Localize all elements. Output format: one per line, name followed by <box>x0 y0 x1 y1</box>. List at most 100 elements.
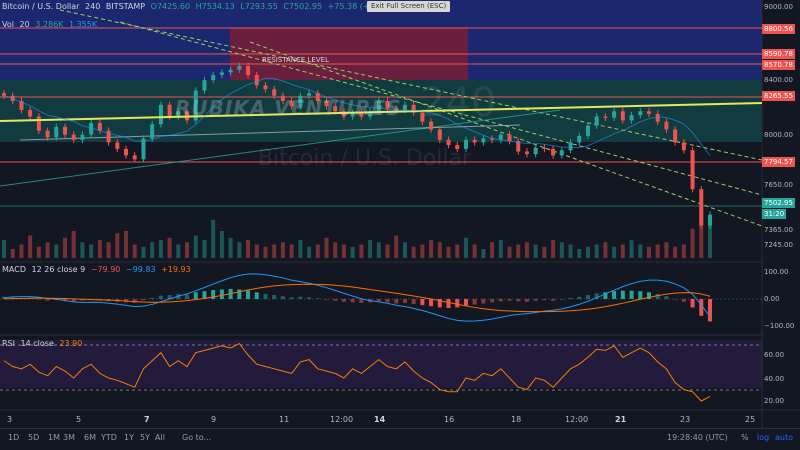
ema-line <box>0 102 763 122</box>
volume-bar <box>411 246 416 258</box>
volume-bar <box>603 242 608 258</box>
timeframe-button[interactable]: All <box>155 433 165 442</box>
timeframe-button[interactable]: Go to... <box>182 433 212 442</box>
utc-clock[interactable]: 19:28:40 (UTC) <box>667 433 728 442</box>
candle-body <box>237 65 242 70</box>
macd-bar <box>437 299 442 308</box>
macd-bar <box>629 290 634 299</box>
macd-value: −99.83 <box>125 265 156 274</box>
volume-bar <box>429 240 434 258</box>
volume-bar <box>254 244 259 258</box>
macd-bar <box>10 297 15 299</box>
volume-bar <box>80 242 85 258</box>
candle-body <box>158 104 163 125</box>
timeframe-button[interactable]: 5D <box>28 433 40 442</box>
candle-body <box>315 93 320 101</box>
exit-fullscreen-button[interactable]: Exit Full Screen (ESC) <box>367 1 451 12</box>
macd-bar <box>455 299 460 308</box>
macd-bar <box>446 299 451 308</box>
timeframe-button[interactable]: 5Y <box>140 433 150 442</box>
candle-body <box>89 122 94 135</box>
macd-bar <box>463 299 468 306</box>
macd-bar <box>559 299 564 300</box>
volume-bar <box>481 249 486 258</box>
candle-body <box>219 72 224 75</box>
log-toggle[interactable]: log <box>757 433 770 442</box>
macd-params: 12 26 close 9 <box>31 265 86 274</box>
auto-toggle[interactable]: auto <box>775 433 794 442</box>
macd-signal-value: +19.93 <box>161 265 191 274</box>
timeframe-button[interactable]: 1M <box>48 433 60 442</box>
volume-bar <box>150 242 155 258</box>
rsi-value: 23.90 <box>59 339 83 348</box>
volume-bar <box>524 242 529 258</box>
candle-body <box>559 150 564 156</box>
macd-bar <box>690 299 695 308</box>
macd-axis-label: 0.00 <box>764 295 780 303</box>
macd-bar <box>150 297 155 299</box>
macd-bar <box>516 299 521 302</box>
candle-body <box>646 111 651 114</box>
candle-body <box>341 111 346 117</box>
volume-bar <box>368 240 373 258</box>
candle-body <box>150 124 155 139</box>
macd-bar <box>498 299 503 302</box>
candle-body <box>603 116 608 118</box>
volume-bar <box>664 242 669 258</box>
symbol-exchange: BITSTAMP <box>105 2 146 11</box>
volume-bar <box>185 242 190 258</box>
macd-bar <box>254 292 259 299</box>
rsi-legend[interactable]: RSI 14 close 23.90 <box>2 339 85 348</box>
volume-bar <box>202 240 207 258</box>
time-axis-label: 3 <box>7 415 13 424</box>
candle-body <box>472 139 477 143</box>
candle-body <box>106 130 111 143</box>
price-axis-label: 8000.00 <box>764 131 793 139</box>
volume-bar <box>620 244 625 258</box>
percent-toggle[interactable]: % <box>741 433 749 442</box>
macd-bar <box>533 299 538 301</box>
candle-body <box>524 151 529 155</box>
time-axis-label: 9 <box>211 415 217 424</box>
candle-body <box>368 111 373 117</box>
volume-bar <box>167 237 172 258</box>
macd-bar <box>699 299 704 316</box>
volume-bar <box>516 244 521 258</box>
time-axis-label: 14 <box>374 415 386 424</box>
timeframe-button[interactable]: YTD <box>101 433 117 442</box>
volume-label: Vol <box>2 20 14 29</box>
volume-bar <box>559 242 564 258</box>
price-axis-label: 7365.00 <box>764 226 793 234</box>
timeframe-button[interactable]: 1Y <box>124 433 134 442</box>
macd-bar <box>655 293 660 299</box>
ohlc-high: H7534.13 <box>195 2 235 11</box>
macd-legend[interactable]: MACD 12 26 close 9 −79.90 −99.83 +19.93 <box>2 265 194 274</box>
volume-bar <box>394 235 399 258</box>
candle-body <box>420 112 425 122</box>
candle-body <box>333 106 338 112</box>
volume-bar <box>63 237 68 258</box>
volume-bar <box>298 240 303 258</box>
macd-bar <box>315 298 320 299</box>
volume-bar <box>115 233 120 258</box>
volume-legend[interactable]: Vol 20 3.286K 1.355K <box>2 20 100 29</box>
macd-axis-label: 100.00 <box>764 268 789 276</box>
timeframe-button[interactable]: 6M <box>84 433 96 442</box>
macd-bar <box>167 295 172 299</box>
candle-body <box>490 138 495 140</box>
macd-bar <box>298 296 303 299</box>
timeframe-button[interactable]: 3M <box>63 433 75 442</box>
candle-body <box>211 74 216 81</box>
candle-body <box>455 145 460 149</box>
price-axis-label: 8590.78 <box>762 49 795 59</box>
macd-bar <box>376 299 381 302</box>
candle-body <box>289 100 294 107</box>
symbol-name[interactable]: Bitcoin / U.S. Dollar <box>2 2 80 11</box>
timeframe-button[interactable]: 1D <box>8 433 20 442</box>
volume-bar <box>376 242 381 258</box>
candle-body <box>577 135 582 143</box>
volume-bar <box>612 246 617 258</box>
symbol-legend[interactable]: Bitcoin / U.S. Dollar 240 BITSTAMP O7425… <box>2 2 401 11</box>
candle-body <box>620 111 625 121</box>
